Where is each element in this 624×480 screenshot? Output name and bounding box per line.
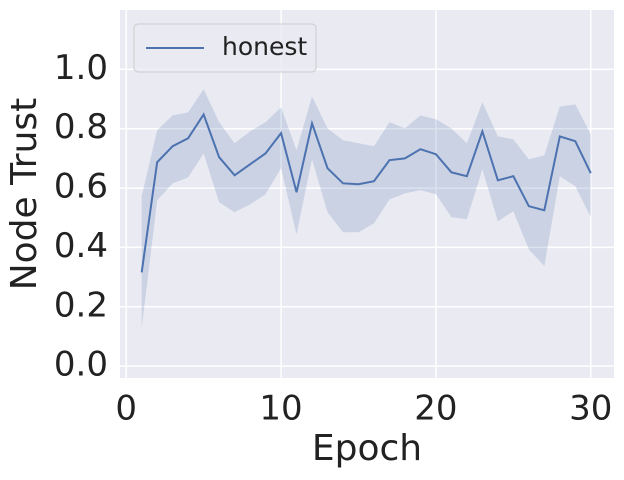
- y-tick-label: 0.0: [54, 345, 108, 385]
- x-tick-label: 0: [115, 389, 137, 429]
- y-tick-label: 0.4: [54, 226, 108, 266]
- y-tick-label: 0.8: [54, 107, 108, 147]
- legend-label: honest: [222, 32, 307, 61]
- x-axis-label: Epoch: [312, 428, 422, 469]
- x-tick-label: 30: [569, 389, 612, 429]
- y-axis-label: Node Trust: [4, 98, 45, 291]
- y-tick-label: 0.6: [54, 167, 108, 207]
- legend-box: [133, 23, 317, 73]
- confidence-band: [141, 89, 591, 329]
- y-tick-label: 0.2: [54, 285, 108, 325]
- legend: honest: [133, 23, 317, 73]
- x-tick-label: 10: [259, 389, 302, 429]
- x-tick-label: 20: [414, 389, 457, 429]
- y-tick-label: 1.0: [54, 48, 108, 88]
- line: [140, 112, 592, 273]
